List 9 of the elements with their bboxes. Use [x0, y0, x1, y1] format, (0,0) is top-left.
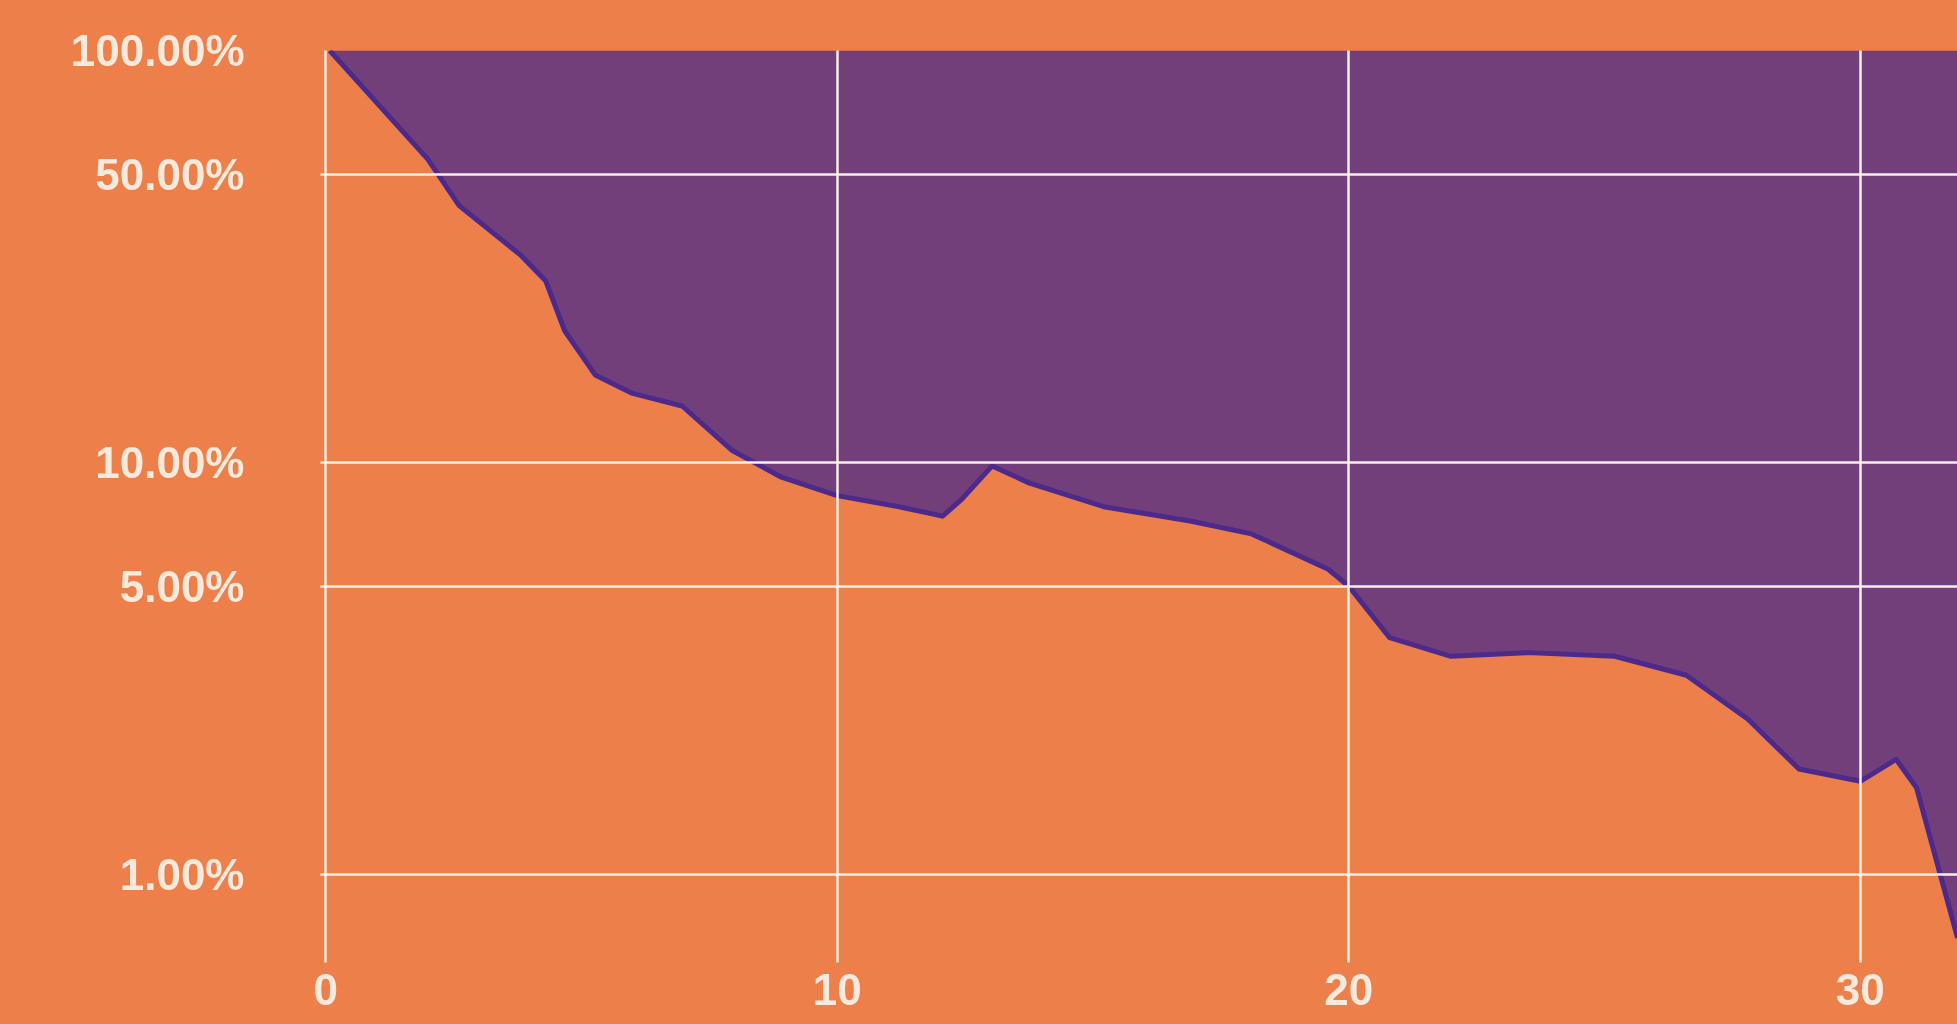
y-tick-label: 1.00%	[119, 849, 245, 899]
x-tick-label: 0	[313, 964, 338, 1014]
y-tick-label: 50.00%	[95, 149, 245, 199]
y-tick-label: 5.00%	[119, 561, 245, 611]
x-tick-label: 30	[1835, 964, 1885, 1014]
x-tick-label: 20	[1324, 964, 1374, 1014]
y-tick-label: 100.00%	[70, 26, 245, 75]
y-tick-label: 10.00%	[95, 437, 245, 487]
x-tick-label: 10	[812, 964, 862, 1014]
